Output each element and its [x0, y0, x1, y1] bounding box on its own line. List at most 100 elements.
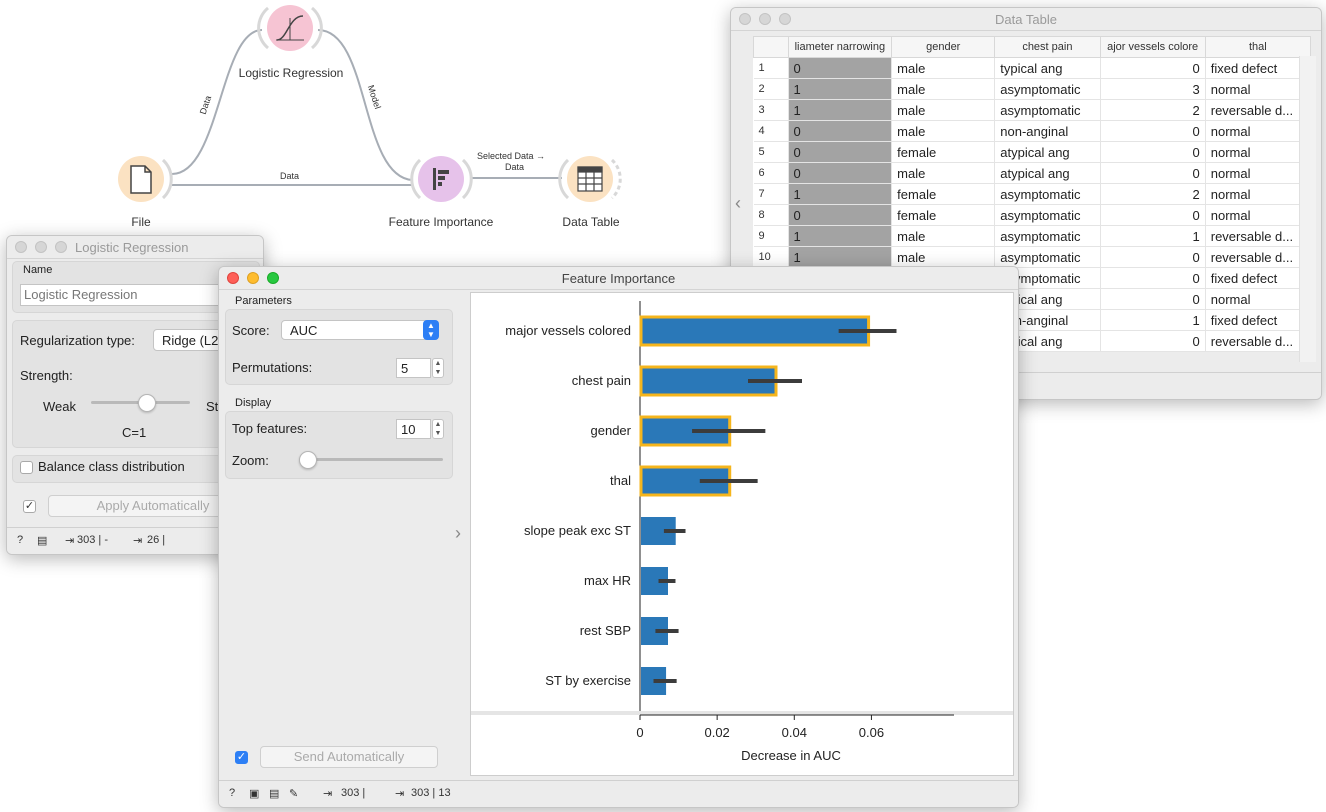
cell-chest-pain[interactable]: asymptomatic [994, 246, 1101, 268]
table-row[interactable]: 1 0 male typical ang 0 fixed defect [753, 57, 1312, 79]
strength-slider-handle[interactable] [138, 394, 156, 412]
cell-major-vessels[interactable]: 1 [1100, 309, 1206, 331]
cell-gender[interactable]: male [891, 57, 996, 79]
cell-thal[interactable]: reversable d... [1205, 330, 1312, 352]
cell-major-vessels[interactable]: 3 [1100, 78, 1206, 100]
cell-thal[interactable]: normal [1205, 288, 1312, 310]
cell-chest-pain[interactable]: non-anginal [994, 120, 1101, 142]
node-feature-importance[interactable] [410, 156, 473, 202]
row-index[interactable]: 8 [753, 204, 789, 226]
cell-gender[interactable]: female [891, 183, 996, 205]
fi-titlebar[interactable]: Feature Importance [219, 267, 1018, 290]
importance-bar[interactable] [639, 315, 871, 347]
save-icon[interactable]: ▣ [249, 788, 260, 800]
feature-importance-plot[interactable]: major vessels colored chest pain gender tha… [470, 292, 1014, 776]
column-header[interactable]: ajor vessels colore [1099, 36, 1206, 58]
table-row[interactable]: 6 0 male atypical ang 0 normal [753, 162, 1312, 184]
cell-diameter-narrowing[interactable]: 0 [788, 120, 893, 142]
table-row[interactable]: 2 1 male asymptomatic 3 normal [753, 78, 1312, 100]
cell-thal[interactable]: reversable d... [1205, 99, 1312, 121]
data-table-titlebar[interactable]: Data Table [731, 8, 1321, 31]
auto-apply-checkbox[interactable]: ✓ [23, 500, 36, 513]
row-index[interactable]: 3 [753, 99, 789, 121]
expand-left-chevron-icon[interactable]: ‹ [735, 193, 741, 213]
data-grid[interactable]: liameter narrowing gender chest pain ajo… [753, 36, 1312, 352]
help-icon[interactable]: ? [17, 534, 24, 546]
cell-chest-pain[interactable]: atypical ang [994, 162, 1101, 184]
send-automatically-checkbox[interactable]: ✓ [235, 751, 248, 764]
node-label-feature-importance[interactable]: Feature Importance [388, 215, 494, 229]
node-label-data-table[interactable]: Data Table [562, 215, 620, 229]
cell-diameter-narrowing[interactable]: 1 [788, 78, 893, 100]
cell-diameter-narrowing[interactable]: 1 [788, 183, 893, 205]
zoom-slider-track[interactable] [299, 458, 443, 461]
node-data-table[interactable] [558, 156, 622, 202]
row-index[interactable]: 1 [753, 57, 789, 79]
zoom-button[interactable] [55, 241, 67, 253]
send-button[interactable]: Send Automatically [260, 746, 438, 768]
score-select[interactable]: AUC ▲ ▼ [281, 320, 439, 340]
importance-bar[interactable] [639, 465, 732, 497]
minimize-button[interactable] [759, 13, 771, 25]
top-features-spinbox[interactable]: 10 ▲ ▼ [396, 419, 444, 439]
cell-major-vessels[interactable]: 0 [1100, 141, 1206, 163]
cell-chest-pain[interactable]: atypical ang [994, 141, 1101, 163]
row-index[interactable]: 6 [753, 162, 789, 184]
cell-thal[interactable]: reversable d... [1205, 246, 1312, 268]
cell-thal[interactable]: fixed defect [1205, 57, 1312, 79]
cell-diameter-narrowing[interactable]: 1 [788, 99, 893, 121]
cell-major-vessels[interactable]: 0 [1100, 330, 1206, 352]
cell-thal[interactable]: normal [1205, 78, 1312, 100]
row-index[interactable]: 5 [753, 141, 789, 163]
row-index[interactable]: 2 [753, 78, 789, 100]
table-row[interactable]: 3 1 male asymptomatic 2 reversable d... [753, 99, 1312, 121]
cell-gender[interactable]: male [891, 225, 996, 247]
column-header[interactable]: gender [891, 36, 996, 58]
row-index[interactable]: 4 [753, 120, 789, 142]
cell-gender[interactable]: female [891, 204, 996, 226]
cell-thal[interactable]: normal [1205, 120, 1312, 142]
node-logistic-regression[interactable] [257, 5, 323, 51]
cell-thal[interactable]: reversable d... [1205, 225, 1312, 247]
zoom-button[interactable] [267, 272, 279, 284]
column-header[interactable]: liameter narrowing [787, 36, 893, 58]
cell-chest-pain[interactable]: asymptomatic [994, 78, 1101, 100]
settings-icon[interactable]: ✎ [289, 788, 299, 800]
cell-diameter-narrowing[interactable]: 0 [788, 141, 893, 163]
link-lr-fi[interactable] [317, 29, 413, 181]
minimize-button[interactable] [247, 272, 259, 284]
cell-major-vessels[interactable]: 0 [1100, 57, 1206, 79]
node-file[interactable] [118, 156, 173, 202]
cell-thal[interactable]: normal [1205, 141, 1312, 163]
cell-gender[interactable]: male [891, 246, 996, 268]
cell-major-vessels[interactable]: 0 [1100, 267, 1206, 289]
collapse-chevron-icon[interactable]: › [455, 523, 461, 543]
table-row[interactable]: 10 1 male asymptomatic 0 reversable d... [753, 246, 1312, 268]
vertical-scrollbar[interactable] [1299, 56, 1316, 362]
cell-thal[interactable]: normal [1205, 183, 1312, 205]
balance-class-checkbox[interactable] [20, 461, 33, 474]
apply-button[interactable]: Apply Automatically [48, 495, 258, 517]
model-name-input[interactable]: Logistic Regression [20, 284, 256, 306]
cell-gender[interactable]: male [891, 162, 996, 184]
stepper-icon[interactable]: ▲ ▼ [432, 419, 444, 439]
stepper-icon[interactable]: ▲ ▼ [432, 358, 444, 378]
cell-chest-pain[interactable]: typical ang [994, 57, 1101, 79]
header-corner[interactable] [753, 36, 789, 58]
cell-major-vessels[interactable]: 2 [1100, 99, 1206, 121]
table-row[interactable]: 5 0 female atypical ang 0 normal [753, 141, 1312, 163]
cell-major-vessels[interactable]: 0 [1100, 246, 1206, 268]
close-button[interactable] [739, 13, 751, 25]
cell-diameter-narrowing[interactable]: 1 [788, 246, 893, 268]
cell-diameter-narrowing[interactable]: 0 [788, 204, 893, 226]
cell-major-vessels[interactable]: 0 [1100, 162, 1206, 184]
row-index[interactable]: 7 [753, 183, 789, 205]
minimize-button[interactable] [35, 241, 47, 253]
row-index[interactable]: 10 [753, 246, 789, 268]
input-summary[interactable]: 303 | - [77, 534, 108, 546]
cell-thal[interactable]: fixed defect [1205, 309, 1312, 331]
table-row[interactable]: 4 0 male non-anginal 0 normal [753, 120, 1312, 142]
cell-gender[interactable]: male [891, 78, 996, 100]
cell-chest-pain[interactable]: asymptomatic [994, 99, 1101, 121]
cell-chest-pain[interactable]: asymptomatic [994, 183, 1101, 205]
